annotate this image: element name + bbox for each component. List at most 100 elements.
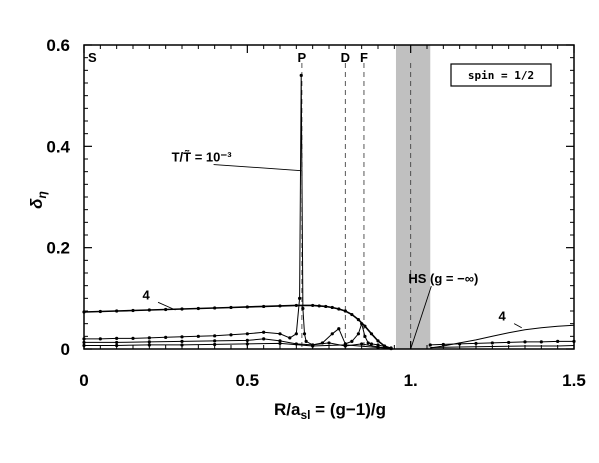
- series-1-point-10: [245, 332, 249, 336]
- series-1-point-30: [369, 342, 374, 346]
- series-0-point-12: [278, 304, 282, 308]
- annotation-leader-3: [513, 323, 522, 329]
- series-1-point-29: [366, 341, 370, 345]
- series-0-point-8: [213, 306, 217, 310]
- annotation-leader-2: [410, 285, 432, 350]
- series-0-point-16: [324, 304, 328, 309]
- legend-text: spin = 1/2: [468, 69, 534, 82]
- annotation-text-0: T/T̃ = 10⁻³: [172, 150, 233, 165]
- series-0-point-23: [369, 332, 374, 336]
- series-1-point-14: [294, 332, 298, 336]
- marker-label-3: F: [360, 50, 368, 65]
- series-1-point-13: [288, 336, 292, 340]
- series-1-point-16: [299, 73, 303, 77]
- series-1-point-19: [304, 339, 308, 343]
- series-0-point-19: [343, 309, 347, 313]
- annotation-leader-1: [157, 301, 176, 311]
- series-1-point-23: [337, 327, 341, 331]
- series-0-point-15: [317, 304, 321, 308]
- annotation-leader-0: [213, 164, 302, 172]
- series-1-point-12: [278, 332, 282, 336]
- series-0-point-21: [356, 318, 360, 322]
- series-0-point-1: [98, 309, 102, 314]
- series-2-point-10: [327, 341, 331, 345]
- y-tick-label-1: 0.2: [46, 239, 70, 258]
- series-0-point-5: [164, 307, 168, 312]
- series-5-point-8: [556, 339, 560, 343]
- series-0-point-10: [245, 305, 249, 309]
- legend-rect: [450, 63, 552, 87]
- series-1-point-28: [363, 334, 367, 338]
- marker-label-2: D: [341, 50, 350, 65]
- marker-label-1: P: [298, 50, 307, 65]
- annotation-text-2: HS (g = −∞): [408, 271, 478, 286]
- series-1-point-15: [298, 296, 302, 300]
- series-0-point-14: [311, 303, 315, 308]
- series-5-point-0: [428, 343, 432, 347]
- annotation-layer: T/T̃ = 10⁻³ 4 HS (g = −∞) 4: [142, 150, 522, 350]
- x-axis-title: R/asl = (g−1)/g: [274, 400, 386, 422]
- series-1-point-18: [302, 332, 307, 336]
- x-axis-title-sub: sl: [300, 408, 310, 422]
- series-0-point-9: [229, 305, 233, 310]
- series-1-point-2: [115, 336, 119, 340]
- series-1-point-26: [356, 332, 360, 336]
- series-0-point-24: [376, 339, 380, 343]
- series-1-point-27: [360, 322, 364, 326]
- series-line-6: [430, 345, 575, 348]
- y-tick-label-2: 0.4: [46, 137, 70, 156]
- series-line-1: [84, 75, 392, 349]
- series-2-point-1: [115, 340, 119, 345]
- annotation-text-1: 4: [142, 287, 150, 302]
- series-3-point-6: [278, 341, 282, 346]
- series-5-point-3: [474, 341, 478, 346]
- y-axis-title-main: δ: [27, 198, 46, 209]
- series-3-point-3: [180, 343, 184, 347]
- series-2-point-6: [262, 337, 266, 341]
- x-tick-label-3: 1.5: [562, 371, 586, 390]
- shaded-band: [395, 45, 431, 349]
- series-0-point-13: [294, 303, 298, 308]
- series-5-point-4: [490, 341, 494, 345]
- series-0-point-20: [350, 312, 354, 317]
- series-0-point-17: [330, 305, 334, 310]
- series-1-point-1: [98, 337, 102, 341]
- series-0-point-7: [196, 306, 200, 311]
- series-1-point-5: [164, 335, 168, 339]
- series-2-point-7: [278, 339, 282, 343]
- series-0-point-11: [262, 304, 266, 309]
- series-0-point-2: [115, 309, 119, 313]
- x-tick-label-0: 0: [79, 371, 88, 390]
- series-0-point-6: [180, 307, 184, 311]
- x-tick-label-2: 1.: [404, 371, 418, 390]
- x-tick-label-1: 0.5: [236, 371, 260, 390]
- series-0-point-3: [131, 308, 135, 313]
- series-5-point-6: [523, 340, 527, 344]
- y-tick-label-0: 0: [61, 340, 70, 359]
- series-1-point-22: [330, 332, 334, 336]
- series-5-point-1: [441, 342, 445, 347]
- annotation-text-3: 4: [499, 309, 507, 324]
- series-5-point-2: [458, 342, 462, 346]
- y-axis-title: δη: [27, 191, 49, 209]
- series-1-point-8: [213, 334, 217, 338]
- series-5-point-7: [539, 340, 543, 344]
- series-1-point-17: [301, 306, 305, 311]
- marker-label-0: S: [88, 50, 97, 65]
- y-axis-title-sub: η: [35, 191, 49, 198]
- series-3-point-8: [343, 343, 347, 347]
- series-1-point-25: [350, 339, 354, 343]
- series-0-point-18: [337, 307, 341, 311]
- series-0-point-22: [363, 324, 367, 328]
- y-tick-label-3: 0.6: [46, 36, 70, 55]
- series-2-point-4: [213, 339, 217, 343]
- series-3-point-4: [213, 342, 217, 347]
- plot-frame: [83, 44, 575, 350]
- series-5-point-5: [507, 340, 511, 345]
- x-axis-title-main: R/a: [274, 400, 301, 419]
- legend-box: spin = 1/2: [450, 63, 552, 87]
- series-0-point-4: [147, 308, 151, 312]
- series-1-point-4: [147, 336, 151, 340]
